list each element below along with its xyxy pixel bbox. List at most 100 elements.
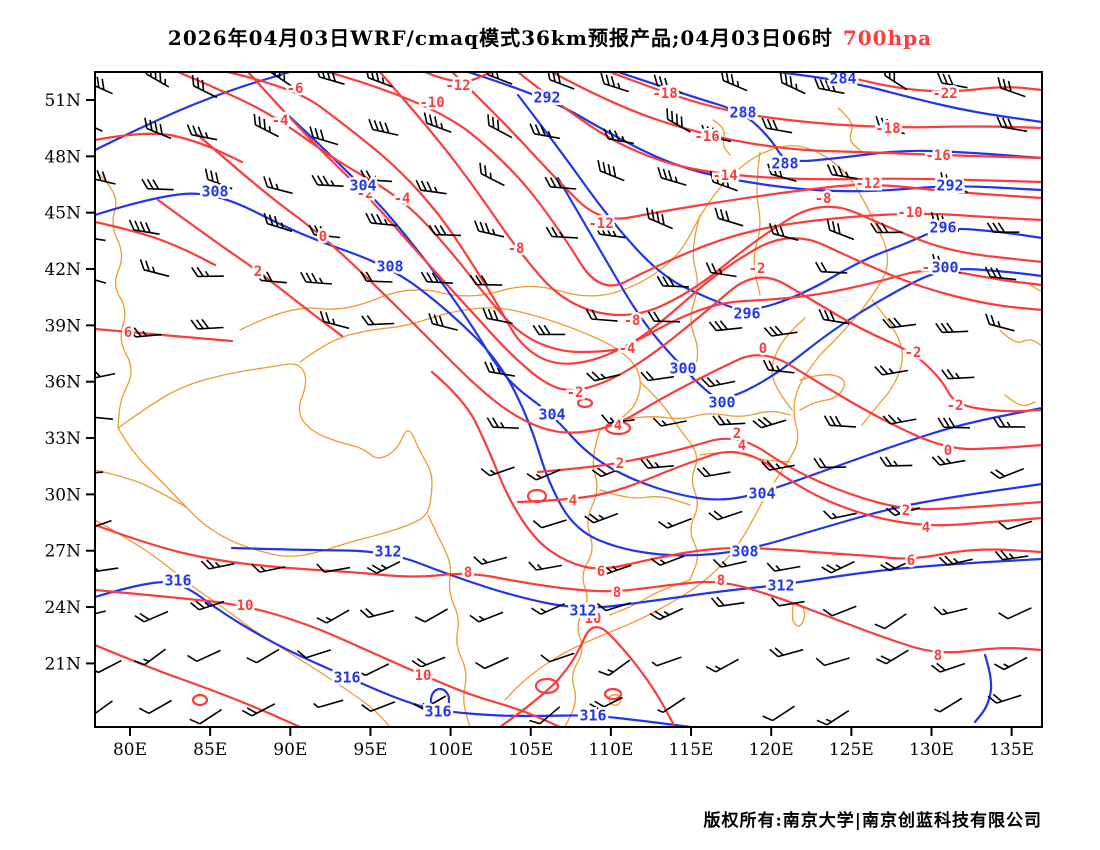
wind-barb bbox=[361, 701, 396, 712]
wind-barb bbox=[532, 519, 567, 529]
temperature-label: 6 bbox=[907, 553, 915, 569]
wind-barb bbox=[584, 512, 619, 524]
wind-barb bbox=[701, 377, 736, 388]
wind-barb bbox=[708, 320, 743, 332]
wind-barb bbox=[874, 613, 907, 630]
lat-tick-label: 33N bbox=[44, 429, 81, 449]
lon-tick-label: 105E bbox=[508, 740, 553, 760]
wind-barb bbox=[366, 560, 401, 574]
wind-barb bbox=[880, 558, 914, 572]
copyright-footer: 版权所有:南京大学|南京创蓝科技有限公司 bbox=[704, 806, 1042, 831]
height-label: 312 bbox=[569, 601, 596, 619]
wind-barb bbox=[95, 566, 119, 573]
wind-barb bbox=[263, 176, 293, 195]
temperature-label: 6 bbox=[124, 325, 132, 341]
temperature-label: -2 bbox=[357, 186, 374, 202]
wind-barb bbox=[190, 600, 225, 611]
wind-barb bbox=[589, 696, 623, 711]
temperature-label: -4 bbox=[619, 341, 636, 357]
wind-barb bbox=[882, 317, 917, 329]
wind-barb bbox=[705, 262, 737, 278]
lon-tick-label: 95E bbox=[353, 740, 387, 760]
temperature-label: -12 bbox=[855, 176, 880, 192]
wind-barb bbox=[640, 370, 675, 382]
wind-barb bbox=[941, 369, 975, 380]
wind-barb bbox=[128, 219, 160, 235]
wind-barb bbox=[319, 310, 350, 330]
wind-barb bbox=[480, 466, 515, 477]
wind-barb bbox=[246, 648, 280, 664]
temperature-label: -8 bbox=[815, 191, 832, 207]
wind-barb bbox=[766, 562, 801, 572]
height-label: 304 bbox=[349, 176, 376, 194]
wind-barb bbox=[413, 695, 447, 710]
wind-barbs bbox=[95, 72, 1033, 726]
wind-barb bbox=[134, 648, 166, 666]
wind-barb bbox=[818, 308, 850, 325]
wind-barb bbox=[709, 171, 738, 192]
wind-barb bbox=[482, 307, 513, 325]
wind-barb bbox=[263, 212, 293, 233]
temperature-label: -8 bbox=[624, 313, 641, 329]
wind-barb bbox=[823, 415, 856, 428]
wind-barb bbox=[253, 113, 279, 138]
lat-tick-label: 45N bbox=[44, 204, 81, 224]
lon-tick-label: 110E bbox=[588, 740, 633, 760]
lon-tick-label: 90E bbox=[273, 740, 307, 760]
temperature-label: 4 bbox=[922, 520, 930, 536]
wind-barb bbox=[647, 311, 681, 323]
wind-barb bbox=[586, 371, 621, 382]
temperature-label: 2 bbox=[254, 264, 262, 280]
temperature-label: -4 bbox=[272, 113, 289, 129]
wind-barb bbox=[710, 596, 745, 608]
temperature-label: 8 bbox=[613, 585, 621, 601]
wind-barb bbox=[365, 212, 397, 227]
height-contour-ovals bbox=[429, 687, 451, 713]
wind-barb bbox=[822, 605, 857, 617]
temperature-label: -2 bbox=[749, 261, 766, 277]
height-label: 316 bbox=[424, 702, 451, 720]
temperature-label: -18 bbox=[652, 86, 677, 102]
wind-barb bbox=[934, 697, 963, 713]
wind-barb bbox=[138, 699, 172, 715]
wind-barb bbox=[428, 313, 458, 331]
wind-barb bbox=[423, 112, 452, 134]
height-label: 316 bbox=[164, 571, 191, 589]
temperature-label: 2 bbox=[733, 426, 741, 442]
lon-tick-label: 120E bbox=[749, 740, 794, 760]
wind-barb bbox=[190, 318, 224, 330]
wind-barb bbox=[585, 308, 618, 322]
temperature-label: -12 bbox=[588, 216, 613, 232]
height-label: 308 bbox=[376, 257, 403, 275]
wind-barb bbox=[361, 315, 395, 326]
wind-barb bbox=[145, 72, 170, 88]
lon-tick-label: 125E bbox=[829, 740, 874, 760]
wind-barb bbox=[987, 693, 1022, 704]
wind-barb bbox=[200, 559, 235, 570]
wind-barb bbox=[187, 649, 221, 663]
title-level-text: 700hpa bbox=[842, 26, 933, 50]
wind-barb bbox=[646, 207, 674, 230]
temperature-label: -16 bbox=[694, 129, 719, 145]
plot-frame: 51N 48N 45N 42N 39N 36N 33N 30N 27N 24N 21N 80E 85E 9… bbox=[44, 71, 1043, 760]
wind-barb bbox=[469, 274, 503, 286]
temperature-label: -8 bbox=[508, 241, 525, 257]
wind-barb bbox=[657, 167, 687, 186]
wind-barb bbox=[657, 697, 686, 714]
wind-barb bbox=[594, 223, 626, 239]
wind-barb bbox=[600, 72, 630, 93]
wind-barb bbox=[816, 709, 850, 726]
wind-barb bbox=[762, 359, 795, 374]
height-label: 316 bbox=[333, 668, 360, 686]
wind-barb bbox=[317, 72, 345, 85]
wind-barb bbox=[930, 212, 960, 232]
wind-barb bbox=[815, 261, 848, 274]
height-label: 296 bbox=[929, 218, 956, 236]
wind-barb bbox=[708, 510, 743, 521]
wind-barb bbox=[649, 607, 684, 621]
wind-barb bbox=[656, 275, 689, 288]
height-label: 300 bbox=[931, 258, 958, 276]
wind-barb bbox=[985, 313, 1015, 332]
lon-tick-label: 85E bbox=[193, 740, 227, 760]
lon-tick-label: 115E bbox=[669, 740, 714, 760]
